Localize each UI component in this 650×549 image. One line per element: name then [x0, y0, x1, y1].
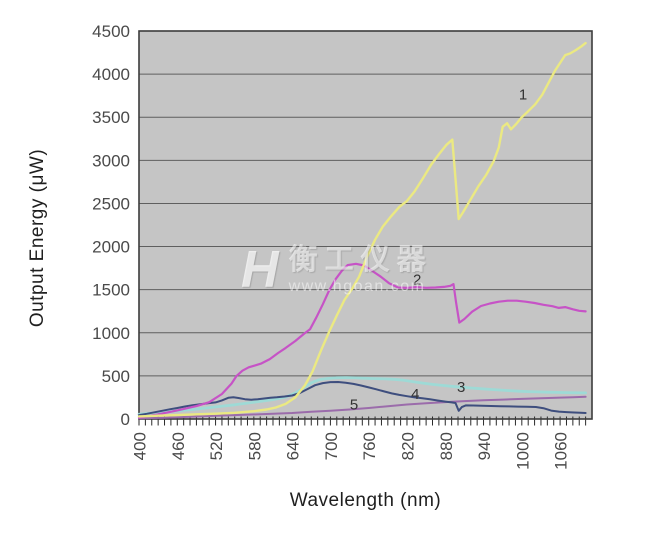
series-5-line — [138, 395, 587, 420]
y-tick-label: 2000 — [92, 238, 130, 257]
series-4-label: 4 — [411, 386, 419, 403]
plot-border — [138, 30, 593, 420]
x-tick-label: 460 — [169, 432, 188, 460]
series-1-line — [137, 41, 587, 418]
series-5-label: 5 — [350, 396, 358, 413]
series-2-label: 2 — [413, 271, 421, 288]
y-tick-label: 1000 — [92, 324, 130, 343]
y-tick-label: 4500 — [92, 22, 130, 41]
x-tick-label: 580 — [245, 432, 264, 460]
x-tick-label: 820 — [398, 432, 417, 460]
x-tick-label: 700 — [322, 432, 341, 460]
series-1-label: 1 — [519, 86, 527, 103]
y-tick-label: 3000 — [92, 151, 130, 170]
x-tick-label: 880 — [437, 432, 456, 460]
plot-background — [139, 31, 592, 419]
x-tick-label: 640 — [284, 432, 303, 460]
x-tick-label: 1060 — [552, 432, 571, 470]
series-2-line — [137, 262, 587, 419]
y-tick-label: 4000 — [92, 65, 130, 84]
y-tick-label: 2500 — [92, 194, 130, 213]
x-tick-label: 1000 — [513, 432, 532, 470]
x-tick-label: 760 — [360, 432, 379, 460]
y-tick-label: 0 — [121, 410, 130, 429]
series-3-label: 3 — [457, 379, 465, 396]
x-tick-label: 520 — [207, 432, 226, 460]
x-tick-label: 940 — [475, 432, 494, 460]
x-axis-title: Wavelength (nm) — [289, 490, 442, 511]
x-tick-label: 400 — [131, 432, 150, 460]
y-tick-label: 1500 — [92, 281, 130, 300]
series-4-line — [138, 381, 587, 417]
y-axis-title: Output Energy (μW) — [27, 148, 48, 328]
y-tick-label: 3500 — [92, 108, 130, 127]
y-tick-label: 500 — [102, 367, 130, 386]
series-3-line — [137, 376, 587, 416]
